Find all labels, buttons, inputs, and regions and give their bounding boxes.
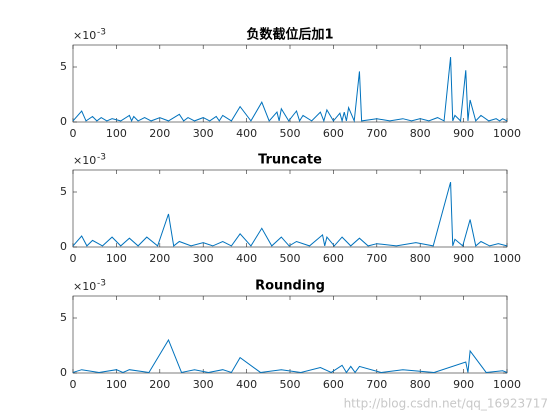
y-multiplier-power: -3	[97, 153, 106, 163]
y-tick-label: 5	[60, 185, 67, 198]
x-tick-label: 100	[106, 378, 127, 391]
x-tick-label: 200	[149, 127, 170, 140]
x-tick-label: 1000	[493, 127, 521, 140]
x-tick-label: 100	[106, 127, 127, 140]
data-line	[72, 57, 508, 123]
x-tick-label: 0	[70, 252, 77, 265]
plot-area	[72, 295, 508, 374]
y-tick-label: 0	[60, 366, 67, 379]
x-tick-label: 300	[193, 127, 214, 140]
plot-area	[72, 169, 508, 248]
y-multiplier-base: ×10	[73, 154, 96, 167]
data-line	[72, 181, 508, 247]
x-tick-label: 600	[323, 127, 344, 140]
x-tick-label: 1000	[493, 378, 521, 391]
y-multiplier-power: -3	[97, 28, 106, 38]
x-tick-label: 100	[106, 252, 127, 265]
y-tick-label: 5	[60, 60, 67, 73]
x-tick-label: 800	[410, 127, 431, 140]
chart-title: 负数截位后加1	[246, 27, 333, 43]
x-tick-label: 300	[193, 378, 214, 391]
x-tick-label: 1000	[493, 252, 521, 265]
x-tick-label: 0	[70, 127, 77, 140]
x-tick-label: 900	[453, 252, 474, 265]
x-tick-label: 700	[366, 127, 387, 140]
y-multiplier-power: -3	[97, 279, 106, 289]
x-tick-label: 700	[366, 378, 387, 391]
x-tick-label: 200	[149, 252, 170, 265]
x-tick-label: 500	[280, 127, 301, 140]
y-multiplier-base: ×10	[73, 29, 96, 42]
y-tick-label: 0	[60, 115, 67, 128]
data-line	[72, 338, 508, 374]
plot-area	[72, 44, 508, 123]
x-tick-label: 0	[70, 378, 77, 391]
x-tick-label: 300	[193, 252, 214, 265]
chart-title: Truncate	[258, 153, 322, 168]
y-tick-label: 5	[60, 311, 67, 324]
x-tick-label: 900	[453, 127, 474, 140]
x-tick-label: 400	[236, 378, 257, 391]
x-tick-label: 500	[280, 252, 301, 265]
y-tick-label: 0	[60, 240, 67, 253]
watermark: http://blog.csdn.net/qq_16923717	[344, 397, 548, 411]
x-tick-label: 600	[323, 252, 344, 265]
x-tick-label: 500	[280, 378, 301, 391]
x-tick-label: 900	[453, 378, 474, 391]
x-tick-label: 700	[366, 252, 387, 265]
x-tick-label: 800	[410, 378, 431, 391]
x-tick-label: 800	[410, 252, 431, 265]
x-tick-label: 600	[323, 378, 344, 391]
chart-title: Rounding	[255, 279, 325, 294]
x-tick-label: 400	[236, 127, 257, 140]
x-tick-label: 400	[236, 252, 257, 265]
y-multiplier-base: ×10	[73, 280, 96, 293]
x-tick-label: 200	[149, 378, 170, 391]
